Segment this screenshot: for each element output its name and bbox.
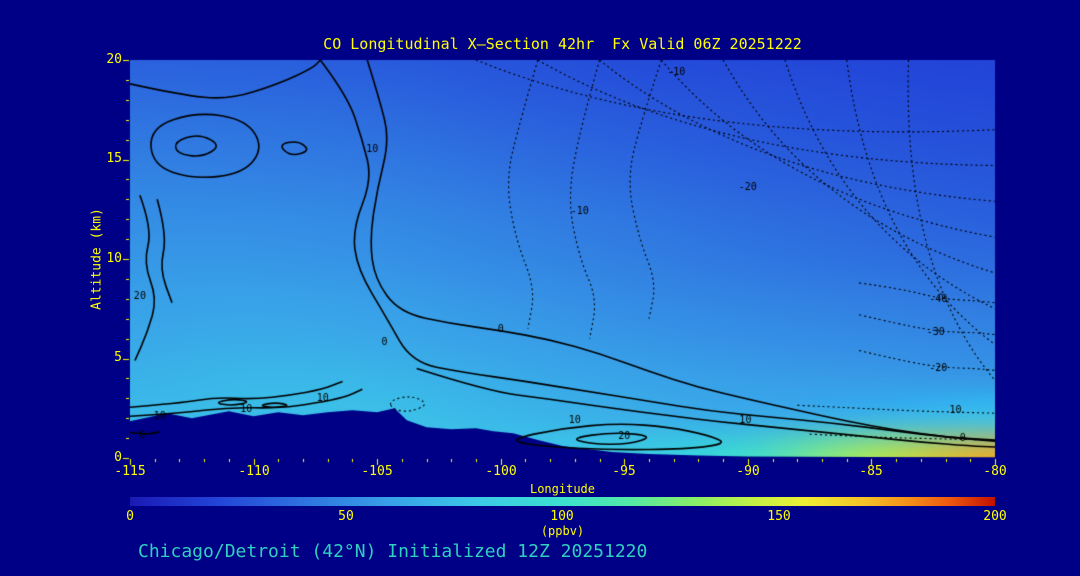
x-tick-label: -85 [859, 464, 883, 479]
y-tick-label: 5 [114, 350, 122, 365]
colorbar-units-label: (ppbv) [540, 524, 585, 538]
y-tick-label: 15 [106, 151, 122, 166]
colorbar-tick-label: 100 [550, 509, 574, 524]
colorbar [130, 497, 995, 506]
x-tick-label: -110 [238, 464, 270, 479]
x-tick-label: -105 [361, 464, 393, 479]
x-tick-label: -95 [612, 464, 636, 479]
x-tick-label: -80 [983, 464, 1007, 479]
colorbar-tick-label: 150 [767, 509, 791, 524]
y-tick-label: 10 [106, 251, 122, 266]
colorbar-tick-label: 50 [338, 509, 354, 524]
colorbar-tick-label: 200 [983, 509, 1007, 524]
y-tick-label: 0 [114, 450, 122, 465]
x-axis-label: Longitude [529, 482, 596, 496]
chart-title: CO Longitudinal X—Section 42hr Fx Valid … [323, 35, 802, 53]
x-tick-label: -100 [485, 464, 517, 479]
footer-annotation: Chicago/Detroit (42°N) Initialized 12Z 2… [138, 541, 648, 562]
x-tick-label: -90 [736, 464, 760, 479]
y-tick-label: 20 [106, 52, 122, 67]
x-tick-label: -115 [114, 464, 146, 479]
colorbar-tick-label: 0 [126, 509, 134, 524]
